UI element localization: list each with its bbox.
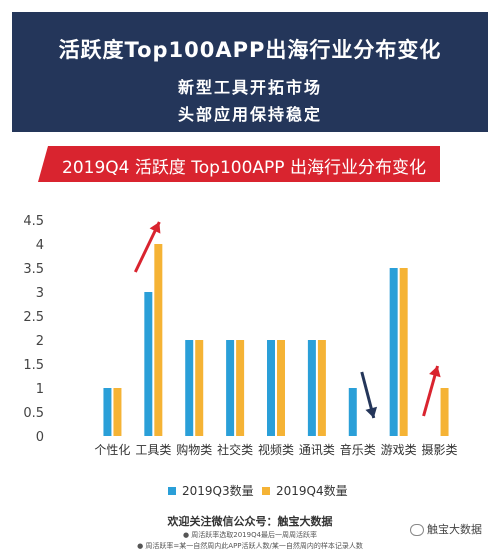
x-tick-label: 摄影类 [422, 442, 458, 457]
subtitle-line-1: 新型工具开拓市场 [177, 78, 322, 97]
follow-text: 欢迎关注微信公众号：触宝大数据 [167, 515, 333, 528]
bar-q3 [103, 388, 112, 436]
bar-q4 [277, 340, 285, 436]
x-tick-label: 工具类 [135, 443, 171, 457]
bar-q3 [307, 340, 316, 436]
x-tick-label: 通讯类 [299, 443, 335, 457]
x-tick-label: 音乐类 [340, 442, 376, 457]
bar-q4 [440, 388, 449, 436]
x-tick-label: 视频类 [258, 442, 294, 457]
bar-q3 [389, 268, 398, 436]
arrow-up-icon-head [149, 222, 161, 234]
bar-q3 [185, 340, 194, 436]
header-panel: 活跃度Top100APP出海行业分布变化 新型工具开拓市场 头部应用保持稳定 [12, 12, 488, 132]
subtitle-line-2: 头部应用保持稳定 [177, 105, 322, 124]
bar-q4 [154, 244, 163, 436]
legend-item-q3: 2019Q3数量 [168, 482, 254, 499]
legend-item-q4: 2019Q4数量 [262, 482, 348, 499]
bar-q3 [144, 292, 153, 436]
legend-swatch-q3 [168, 486, 176, 495]
x-tick-label: 社交类 [217, 442, 253, 457]
y-tick-label: 2.5 [23, 310, 44, 325]
watermark-text: 触宝大数据 [427, 523, 482, 536]
arrow-up-icon-head [429, 366, 441, 378]
chart-title: 2019Q4 活跃度 Top100APP 出海行业分布变化 [62, 158, 426, 178]
legend-label-q3: 2019Q3数量 [182, 484, 254, 498]
bar-q3 [267, 340, 275, 436]
footnote-1: ● 周活跃率选取2019Q4最后一周周活跃率 [182, 531, 318, 539]
x-tick-label: 个性化 [94, 443, 130, 457]
wechat-icon [410, 524, 424, 536]
x-tick-label: 游戏类 [381, 443, 417, 457]
y-tick-label: 4 [36, 238, 44, 253]
x-tick-label: 购物类 [176, 442, 212, 457]
y-tick-label: 2 [36, 334, 44, 349]
legend-label-q4: 2019Q4数量 [276, 484, 348, 498]
chart-title-banner: 2019Q4 活跃度 Top100APP 出海行业分布变化 [48, 146, 440, 182]
bar-q4 [236, 340, 245, 436]
y-tick-label: 4.5 [23, 214, 44, 229]
chart-legend: 2019Q3数量 2019Q4数量 [0, 482, 500, 502]
bar-q4 [399, 268, 408, 436]
y-tick-label: 0.5 [23, 406, 44, 421]
arrow-down-icon-head [365, 406, 378, 418]
y-tick-label: 1 [36, 382, 44, 397]
wechat-watermark: 触宝大数据 [410, 521, 482, 537]
y-tick-label: 1.5 [23, 358, 44, 373]
page-title: 活跃度Top100APP出海行业分布变化 [58, 38, 442, 62]
y-tick-label: 3 [36, 286, 44, 301]
legend-swatch-q4 [262, 486, 270, 495]
bar-q4 [113, 388, 122, 436]
y-tick-label: 3.5 [23, 262, 44, 277]
footnote-2: ● 周活跃率=某一自然周内此APP活跃人数/某一自然周内的样本记录人数 [137, 542, 363, 550]
bar-q3 [226, 340, 235, 436]
bar-q3 [348, 388, 357, 436]
y-tick-label: 0 [36, 430, 44, 445]
bar-q4 [317, 340, 326, 436]
bar-q4 [195, 340, 204, 436]
